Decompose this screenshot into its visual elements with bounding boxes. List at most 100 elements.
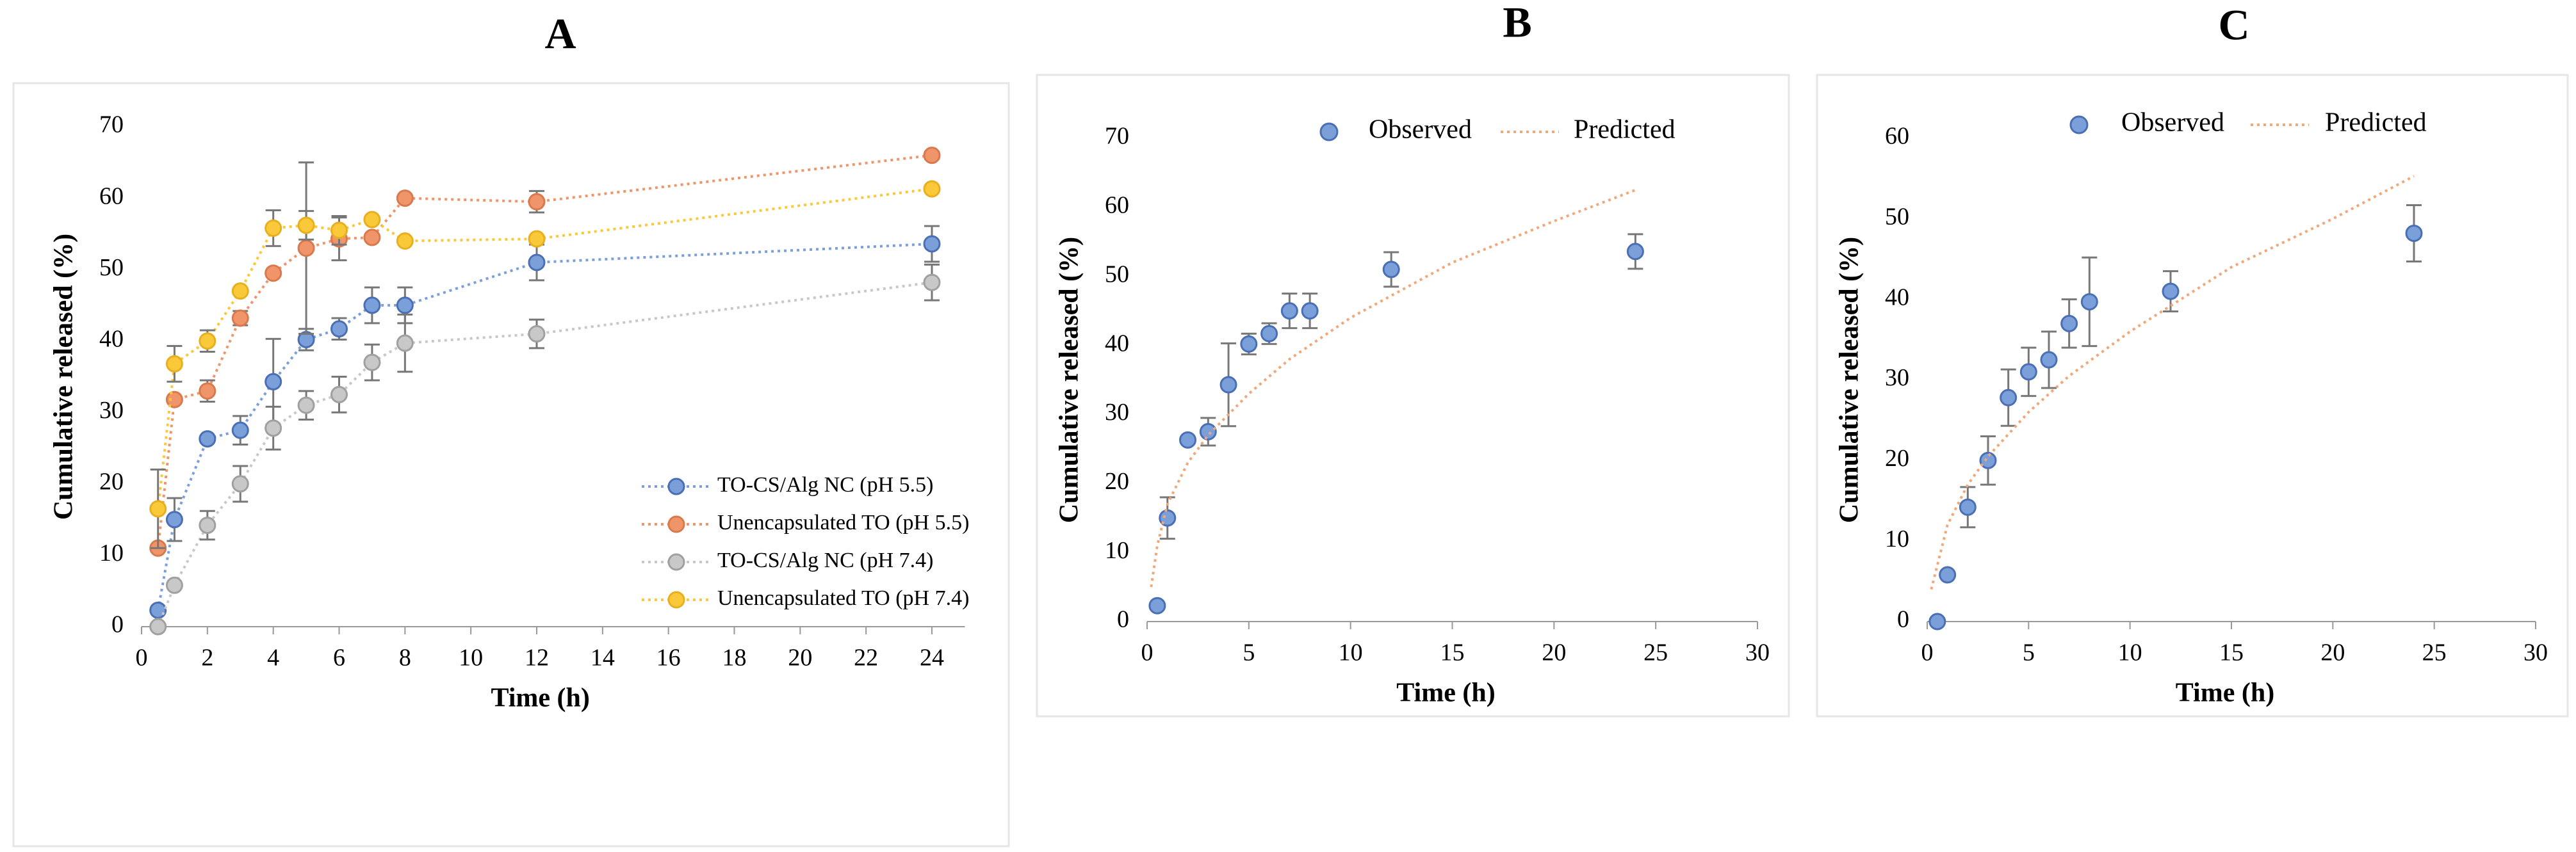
x-tick-label: 20 bbox=[1542, 639, 1566, 666]
x-tick-label: 25 bbox=[2422, 639, 2447, 666]
y-tick-label: 40 bbox=[1885, 284, 1909, 310]
data-point bbox=[165, 576, 183, 594]
y-tick-label: 60 bbox=[99, 182, 124, 209]
legend-marker bbox=[1319, 122, 1339, 141]
data-point bbox=[297, 216, 315, 234]
x-tick-label: 14 bbox=[591, 645, 615, 671]
y-tick-label: 10 bbox=[99, 540, 124, 567]
legend-marker bbox=[667, 591, 685, 609]
data-point bbox=[1626, 243, 1644, 261]
data-point bbox=[265, 373, 282, 390]
data-point bbox=[1240, 335, 1258, 353]
data-point bbox=[199, 332, 216, 350]
data-point bbox=[2019, 363, 2037, 381]
data-point bbox=[1979, 451, 1997, 469]
data-point bbox=[363, 353, 381, 371]
data-point bbox=[528, 253, 546, 271]
data-point bbox=[923, 235, 941, 253]
y-tick-label: 10 bbox=[1105, 537, 1129, 564]
data-point bbox=[165, 390, 183, 408]
data-point bbox=[1179, 431, 1197, 449]
data-point bbox=[330, 320, 348, 338]
legend-label: Predicted bbox=[2325, 108, 2427, 138]
series-line bbox=[156, 188, 933, 510]
data-point bbox=[1301, 302, 1319, 320]
y-tick-label: 30 bbox=[1885, 364, 1909, 391]
data-point bbox=[2000, 389, 2018, 406]
data-point bbox=[231, 309, 249, 327]
y-tick-label: 50 bbox=[1105, 261, 1129, 287]
x-tick-label: 30 bbox=[1745, 639, 1770, 666]
y-tick-label: 0 bbox=[1117, 606, 1129, 633]
data-point bbox=[923, 147, 941, 165]
data-point bbox=[330, 221, 348, 239]
data-point bbox=[528, 230, 546, 248]
legend-label: TO-CS/Alg NC (pH 7.4) bbox=[717, 549, 934, 572]
chart-title: A bbox=[544, 10, 576, 58]
data-point bbox=[165, 511, 183, 529]
legend-label: Observed bbox=[1369, 115, 1472, 145]
legend-label: TO-CS/Alg NC (pH 5.5) bbox=[717, 473, 934, 497]
x-tick-label: 0 bbox=[1921, 639, 1934, 666]
x-tick-label: 5 bbox=[2023, 639, 2035, 666]
y-axis-label: Cumulative released (%) bbox=[49, 234, 79, 520]
x-tick-label: 25 bbox=[1643, 639, 1668, 666]
y-axis-label: Cumulative released (%) bbox=[1835, 237, 1864, 523]
data-point bbox=[1219, 376, 1237, 394]
data-point bbox=[1382, 261, 1400, 278]
x-axis-label: Time (h) bbox=[2176, 679, 2274, 708]
data-point bbox=[199, 430, 216, 448]
chart-title: C bbox=[2218, 1, 2249, 49]
x-tick-label: 20 bbox=[788, 645, 812, 671]
y-tick-label: 30 bbox=[1105, 399, 1129, 426]
data-point bbox=[396, 189, 414, 207]
data-point bbox=[528, 193, 546, 211]
data-point bbox=[149, 500, 167, 518]
y-axis-label: Cumulative released (%) bbox=[1055, 237, 1084, 523]
legend-marker bbox=[2069, 115, 2089, 134]
data-point bbox=[2162, 282, 2180, 300]
y-tick-label: 40 bbox=[1105, 330, 1129, 357]
y-tick-label: 20 bbox=[1885, 445, 1909, 472]
data-point bbox=[199, 517, 216, 535]
x-tick-label: 15 bbox=[1440, 639, 1465, 666]
data-point bbox=[2060, 314, 2078, 332]
data-point bbox=[363, 211, 381, 229]
x-tick-label: 10 bbox=[459, 645, 483, 671]
data-point bbox=[396, 296, 414, 314]
x-tick-label: 8 bbox=[399, 645, 411, 671]
data-point bbox=[1928, 613, 1946, 631]
y-tick-label: 20 bbox=[99, 469, 124, 495]
data-point bbox=[231, 421, 249, 439]
chart-title: B bbox=[1503, 0, 1531, 47]
x-tick-label: 6 bbox=[333, 645, 345, 671]
data-point bbox=[2405, 224, 2423, 242]
data-point bbox=[1939, 566, 1957, 584]
x-tick-label: 24 bbox=[920, 645, 944, 671]
data-point bbox=[396, 232, 414, 250]
data-point bbox=[528, 325, 546, 343]
data-point bbox=[231, 475, 249, 493]
legend-label: Unencapsulated TO (pH 7.4) bbox=[717, 586, 969, 610]
x-tick-label: 16 bbox=[656, 645, 681, 671]
y-tick-label: 50 bbox=[1885, 204, 1909, 230]
panel-frame bbox=[1816, 74, 2569, 718]
data-point bbox=[923, 273, 941, 291]
data-point bbox=[297, 239, 315, 257]
data-point bbox=[396, 334, 414, 352]
data-point bbox=[265, 264, 282, 282]
x-tick-label: 10 bbox=[1339, 639, 1363, 666]
y-tick-label: 0 bbox=[111, 611, 124, 638]
x-tick-label: 18 bbox=[722, 645, 747, 671]
data-point bbox=[149, 618, 167, 636]
data-point bbox=[2040, 351, 2058, 369]
legend-label: Unencapsulated TO (pH 5.5) bbox=[717, 511, 969, 535]
y-tick-label: 70 bbox=[1105, 123, 1129, 150]
x-tick-label: 22 bbox=[854, 645, 878, 671]
y-tick-label: 30 bbox=[99, 397, 124, 424]
x-tick-label: 0 bbox=[136, 645, 148, 671]
panel-frame bbox=[1036, 74, 1790, 718]
y-tick-label: 20 bbox=[1105, 468, 1129, 495]
y-tick-label: 60 bbox=[1885, 123, 1909, 150]
x-tick-label: 0 bbox=[1141, 639, 1153, 666]
